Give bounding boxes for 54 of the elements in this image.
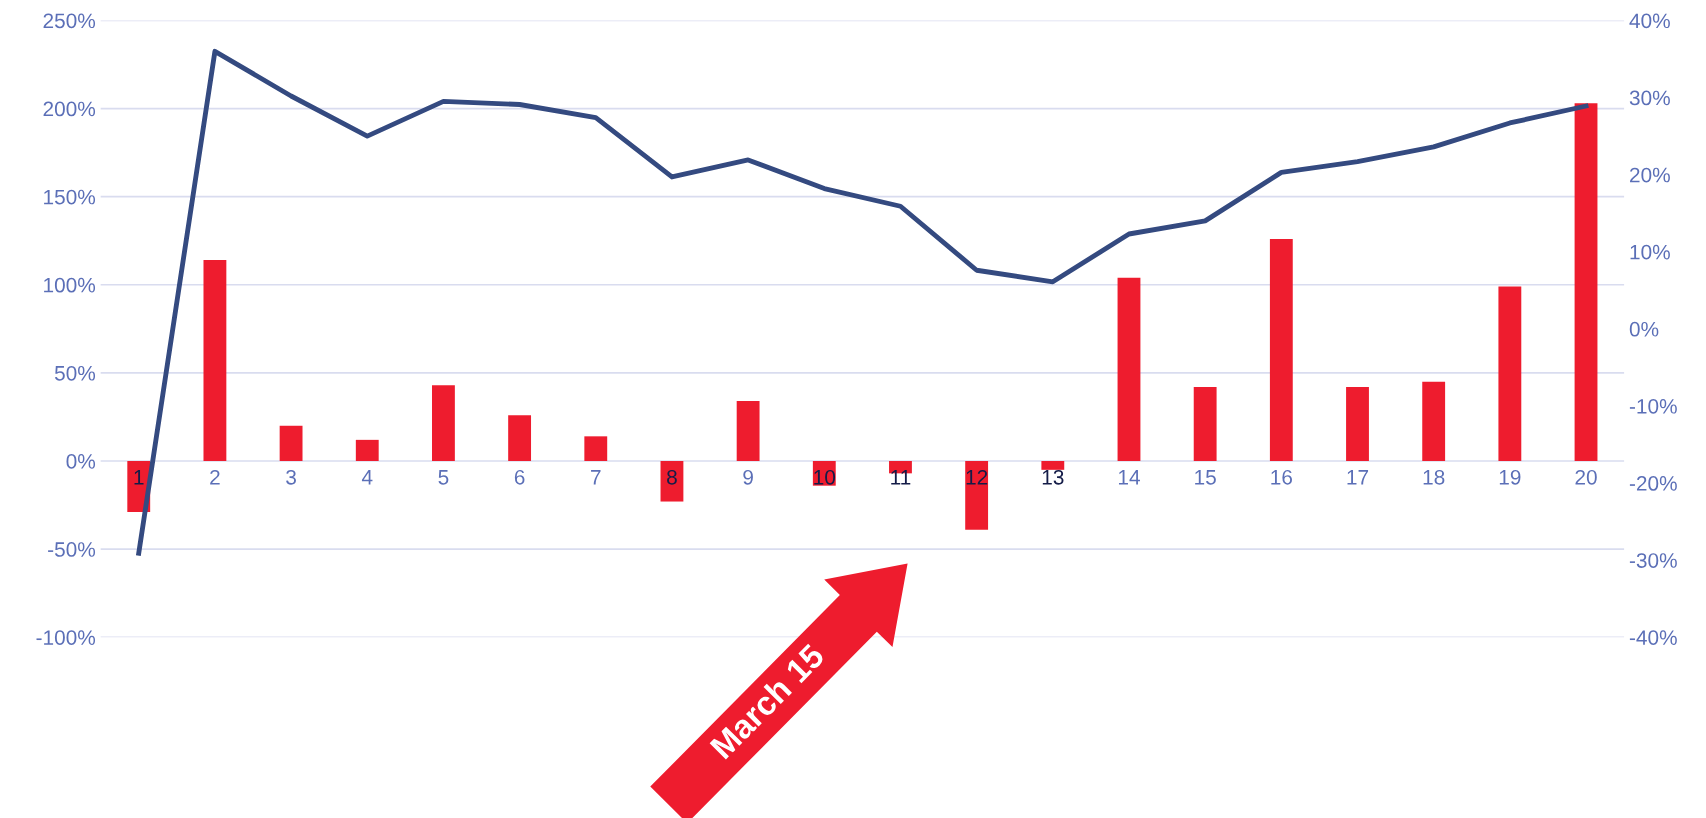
bar [432,385,455,461]
bar [508,415,532,461]
x-tick-label: 18 [1423,469,1445,485]
bar [1574,103,1598,461]
y2-tick-label: -30% [1629,553,1677,568]
y-tick-label: -100% [36,630,96,645]
y2-tick-label: 10% [1630,244,1670,260]
x-tick-label: 17 [1347,470,1369,485]
y-tick-label: 0% [66,454,96,469]
y2-tick-label: -20% [1629,476,1677,491]
bar [736,401,760,461]
x-tick-label: 13 [1042,469,1064,485]
x-tick-label: 11 [891,470,911,485]
y2-tick-label: -10% [1629,398,1677,414]
bar [203,260,227,461]
bar [1269,238,1293,461]
x-tick-label: 3 [286,469,296,485]
x-tick-label: 5 [438,470,449,485]
x-tick-label: 9 [743,469,753,485]
x-tick-label: 2 [210,469,220,485]
y-tick-label: -50% [48,542,96,557]
x-tick-label: 15 [1195,470,1216,485]
bar [965,461,989,530]
bar [1041,461,1065,470]
bar [355,439,379,461]
y-tick-label: 100% [44,277,96,293]
bar [1117,277,1141,461]
x-tick-label: 16 [1271,469,1293,485]
x-tick-label: 10 [814,469,836,485]
x-tick-label: 8 [667,469,677,485]
y2-tick-label: 30% [1629,90,1670,106]
x-tick-label: 4 [361,470,373,485]
bar [1346,386,1369,461]
x-tick-label: 6 [514,469,525,485]
y2-tick-label: 0% [1629,321,1659,337]
bar [660,461,684,502]
x-tick-label: 19 [1499,469,1521,485]
x-tick-label: 12 [966,469,988,485]
y2-tick-label: 20% [1630,167,1670,183]
bar [584,436,608,461]
y2-tick-label: -40% [1629,630,1677,645]
y-tick-label: 200% [43,101,96,117]
x-tick-label: 20 [1575,469,1597,485]
y-tick-label: 150% [44,189,96,205]
y-tick-label: 250% [43,13,96,29]
bar [1193,386,1217,461]
x-tick-label: 7 [591,470,601,485]
y2-tick-label: 40% [1629,13,1670,29]
bar [279,425,303,461]
bar [1422,381,1446,461]
x-tick-label: 1 [134,470,144,485]
x-tick-label: 14 [1118,470,1140,485]
y-tick-label: 50% [54,365,96,381]
bar [1498,286,1522,461]
